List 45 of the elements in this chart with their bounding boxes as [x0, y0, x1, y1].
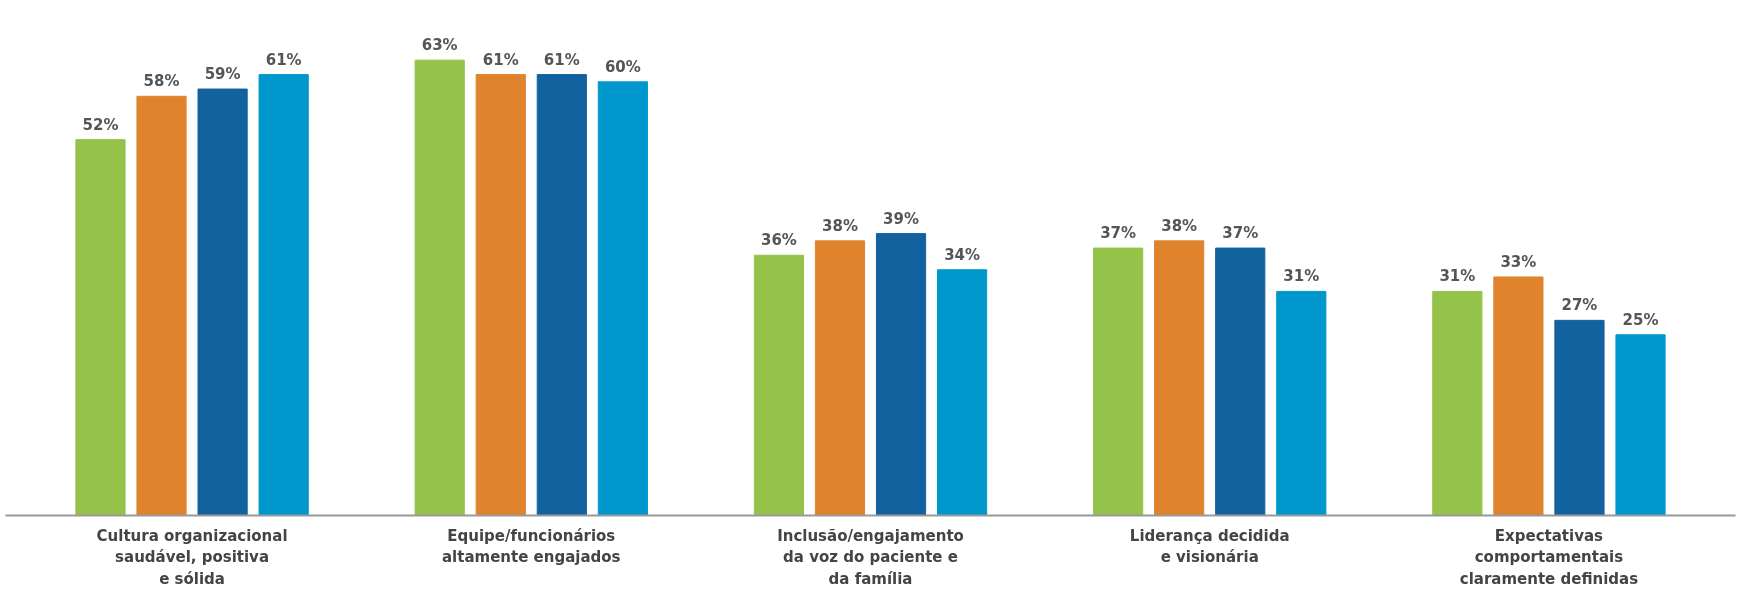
data-label: 61%: [265, 50, 302, 69]
bar: [197, 88, 248, 516]
data-label: 38%: [1161, 216, 1198, 235]
bar: [937, 269, 988, 516]
data-label: 60%: [604, 57, 641, 76]
data-label: 34%: [944, 245, 981, 264]
data-label: 36%: [760, 231, 797, 250]
bar: [597, 81, 648, 516]
bar: [1093, 247, 1144, 516]
data-label: 37%: [1100, 224, 1137, 243]
x-tick-label: Cultura organizacional saudável, positiva e sólida: [96, 526, 288, 588]
data-label: 61%: [482, 50, 519, 69]
bar: [875, 233, 927, 516]
bar: [414, 59, 465, 516]
bar: [536, 74, 587, 516]
bar: [1432, 290, 1483, 516]
data-label: 25%: [1622, 310, 1659, 329]
bar: [1493, 276, 1544, 516]
data-label: 31%: [1439, 267, 1476, 286]
bar: [1615, 334, 1666, 516]
bar: [136, 95, 187, 516]
data-label: 61%: [543, 50, 580, 69]
data-label: 58%: [143, 72, 180, 91]
data-label: 33%: [1500, 252, 1537, 271]
bar: [75, 139, 126, 516]
data-label: 27%: [1561, 296, 1598, 315]
data-label: 39%: [883, 209, 919, 228]
data-label: 31%: [1283, 267, 1320, 286]
data-label: 59%: [204, 65, 241, 84]
x-tick-label: Inclusão/engajamento da voz do paciente e da família: [777, 526, 964, 588]
bar: [1276, 290, 1327, 516]
bar: [753, 254, 804, 516]
bar: [1554, 319, 1605, 516]
data-label: 38%: [822, 216, 858, 235]
bar: [258, 74, 309, 516]
x-tick-label: Liderança decidida e visionária: [1129, 526, 1290, 567]
data-label: 37%: [1222, 224, 1259, 243]
x-tick-label: Equipe/funcionários altamente engajados: [442, 526, 621, 567]
data-label: 52%: [82, 115, 119, 134]
data-label: 63%: [421, 36, 458, 55]
bar: [475, 74, 526, 516]
x-tick-label: Expectativas comportamentais claramente definidas: [1459, 526, 1639, 588]
bar: [814, 240, 866, 516]
bar: [1215, 247, 1266, 516]
bar: [1154, 240, 1205, 516]
